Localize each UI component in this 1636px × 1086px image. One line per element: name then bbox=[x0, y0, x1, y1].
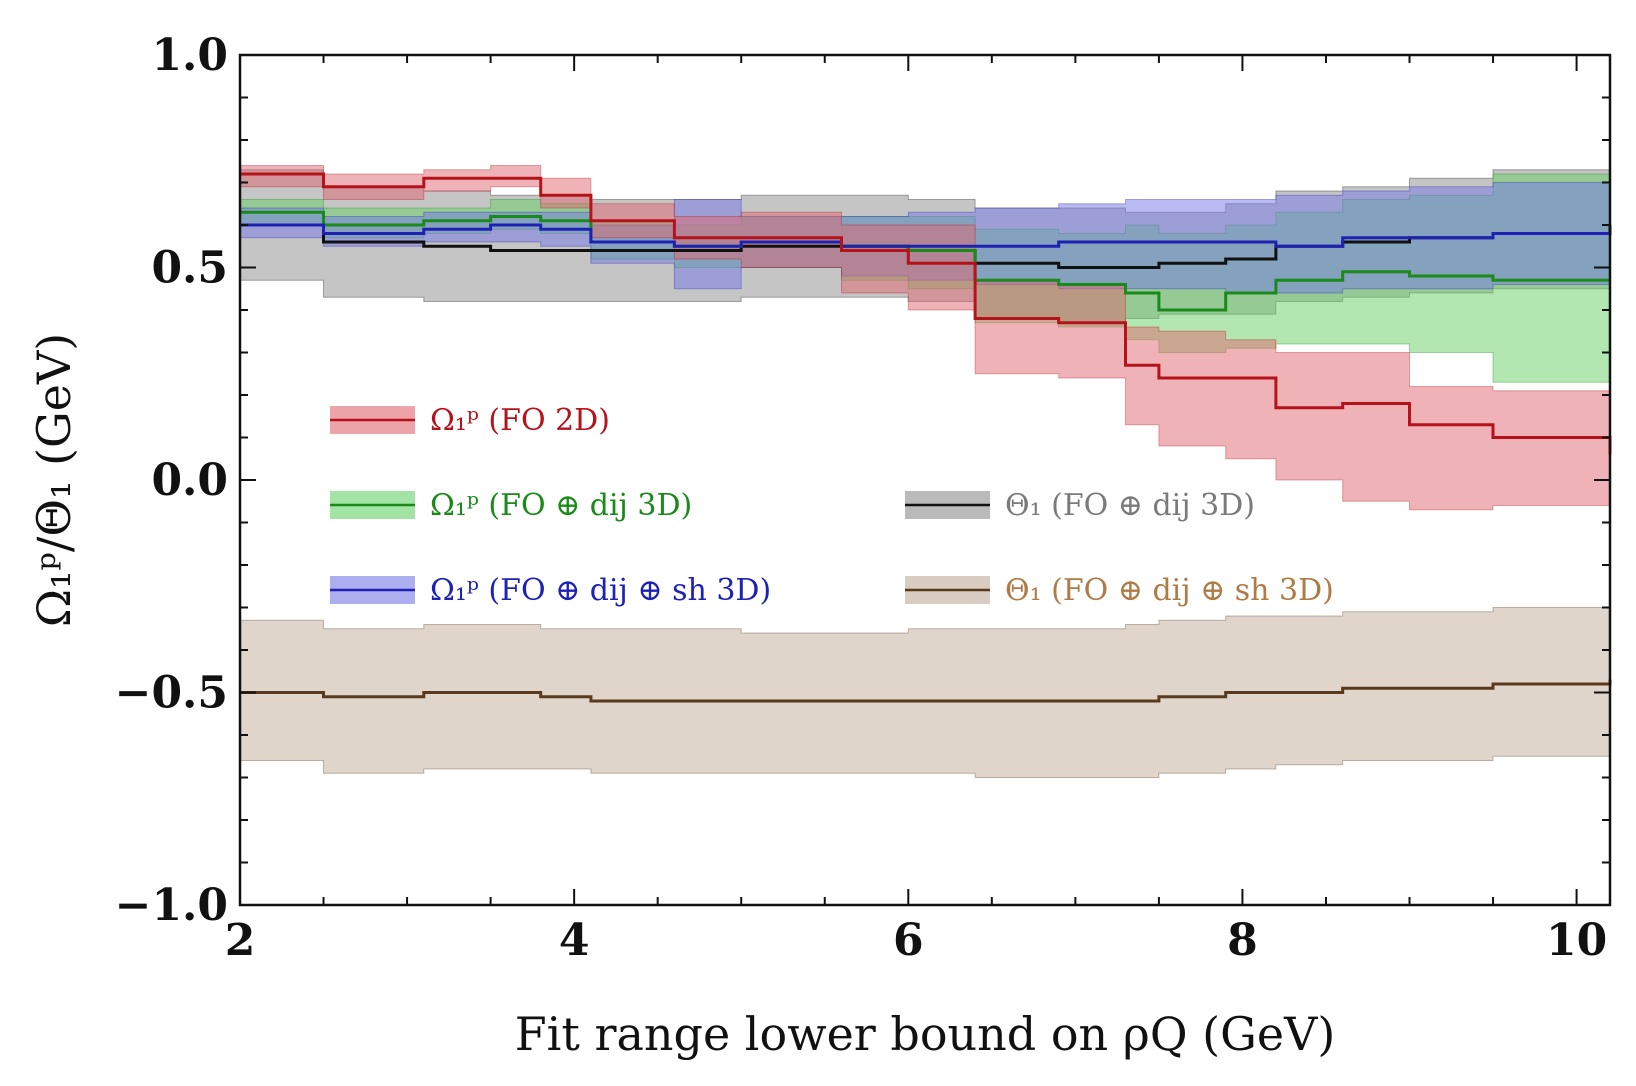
y-tick-label: 1.0 bbox=[151, 30, 228, 81]
x-tick-label: 6 bbox=[893, 915, 924, 966]
uncertainty-bands bbox=[239, 135, 1611, 778]
legend-label: Ω₁ᵖ (FO ⊕ dij ⊕ sh 3D) bbox=[430, 573, 771, 608]
tick-labels: 2 4 6 8 10 −1.0 −0.5 0.0 0.5 1.0 bbox=[115, 30, 1608, 966]
y-tick-label: −0.5 bbox=[115, 668, 228, 719]
line-series-0 bbox=[240, 172, 1612, 455]
line-series-1 bbox=[240, 210, 1610, 312]
legend-label: Θ₁ (FO ⊕ dij 3D) bbox=[1005, 488, 1255, 523]
legend-label: Ω₁ᵖ (FO 2D) bbox=[430, 403, 610, 438]
y-tick-label: 0.0 bbox=[151, 455, 228, 506]
band-series-4 bbox=[239, 603, 1611, 778]
y-axis-label: Ω₁ᵖ/Θ₁ (GeV) bbox=[27, 333, 81, 627]
legend-label: Ω₁ᵖ (FO ⊕ dij 3D) bbox=[430, 488, 692, 523]
line-series-3 bbox=[240, 223, 1612, 269]
y-tick-label: 0.5 bbox=[151, 243, 228, 294]
x-tick-label: 2 bbox=[225, 915, 256, 966]
line-series-4 bbox=[240, 679, 1612, 703]
band-series-0 bbox=[239, 165, 1611, 511]
y-tick-label: −1.0 bbox=[115, 880, 228, 931]
x-tick-label: 8 bbox=[1227, 915, 1258, 966]
legend-label: Θ₁ (FO ⊕ dij ⊕ sh 3D) bbox=[1005, 573, 1334, 608]
axes bbox=[238, 53, 1612, 907]
legend: Ω₁ᵖ (FO 2D) Ω₁ᵖ (FO ⊕ dij 3D) Ω₁ᵖ (FO ⊕ di… bbox=[330, 403, 1334, 608]
x-tick-label: 4 bbox=[559, 915, 590, 966]
x-axis-label: Fit range lower bound on ρQ (GeV) bbox=[515, 1007, 1336, 1061]
central-lines bbox=[240, 172, 1612, 703]
x-tick-label: 10 bbox=[1546, 915, 1607, 966]
